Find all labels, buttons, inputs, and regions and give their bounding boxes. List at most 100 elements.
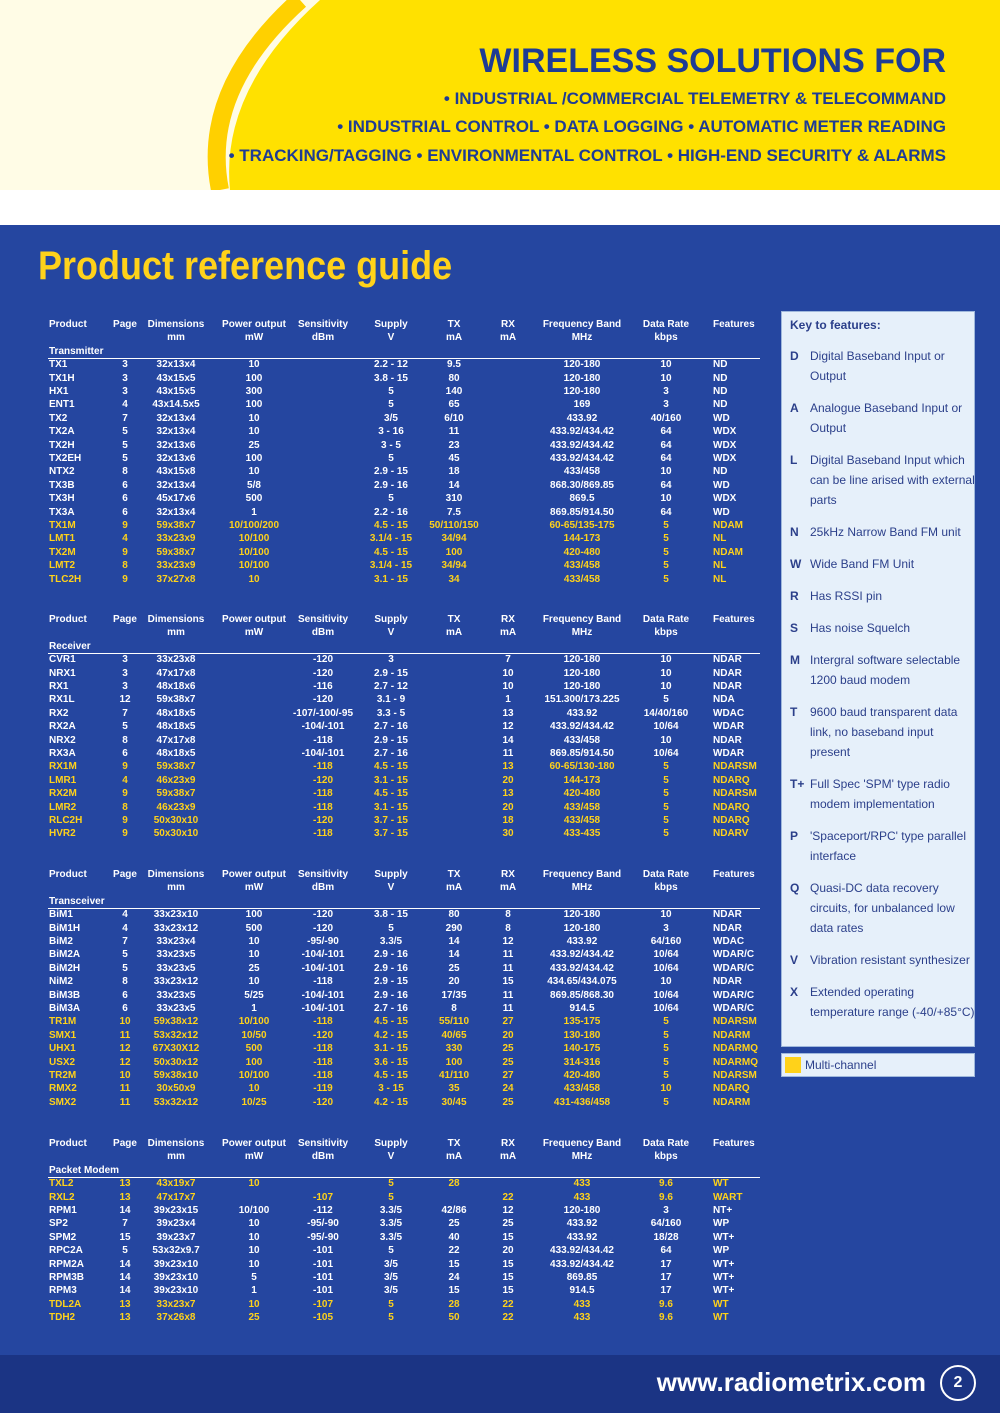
table-cell: NDARSM xyxy=(713,761,757,773)
table-cell: 2.2 - 16 xyxy=(374,506,408,518)
table-cell: 13 xyxy=(119,1298,131,1310)
table-cell: -118 xyxy=(313,734,333,746)
header-line: • INDUSTRIAL /COMMERCIAL TELEMETRY & TEL… xyxy=(443,89,946,108)
table-cell: 46x23x9 xyxy=(156,801,196,813)
column-header: Power output xyxy=(222,1138,286,1149)
key-code: D xyxy=(790,349,799,363)
table-cell: 33x23x4 xyxy=(156,936,196,947)
table-cell: 30 xyxy=(502,828,514,840)
table-cell: ND xyxy=(713,466,728,478)
table-cell: 15 xyxy=(502,1231,514,1243)
section-rule xyxy=(48,1177,760,1179)
table-cell: 869.5 xyxy=(569,493,595,505)
table-cell: -112 xyxy=(313,1205,333,1216)
table-cell: WDAR/C xyxy=(713,1003,755,1014)
column-unit: mW xyxy=(244,1151,264,1163)
table-cell: 3 xyxy=(663,399,669,411)
table-cell: 23 xyxy=(448,439,460,451)
table-cell: 1 xyxy=(505,694,511,706)
table-cell: 5 xyxy=(663,1029,669,1041)
table-cell: 14 xyxy=(119,1258,131,1270)
table-cell: 45x17x6 xyxy=(156,493,196,505)
table-cell: 433/458 xyxy=(563,734,601,746)
table-cell: -101 xyxy=(312,1245,333,1257)
table-cell: 3 xyxy=(122,372,128,384)
key-text: Has noise Squelch xyxy=(810,621,911,635)
column-header: TX xyxy=(447,614,461,625)
table-cell: 9 xyxy=(122,520,128,531)
table-cell: 37x27x8 xyxy=(156,573,196,585)
table-cell: WD xyxy=(713,479,730,491)
table-cell: RX3A xyxy=(49,748,76,759)
table-cell: 39x23x10 xyxy=(153,1258,199,1270)
table-cell: 13 xyxy=(502,788,514,800)
table-cell: 14 xyxy=(119,1272,131,1283)
table-cell: 10 xyxy=(660,493,672,505)
table-cell: 3 xyxy=(122,654,128,666)
table-cell: 35 xyxy=(448,1083,460,1095)
key-code: A xyxy=(790,401,799,415)
key-code: T xyxy=(790,705,798,719)
key-text: Has RSSI pin xyxy=(810,589,883,603)
table-cell: WDX xyxy=(713,453,737,464)
table-cell: 28 xyxy=(448,1178,460,1190)
column-unit: mA xyxy=(445,332,463,344)
table-cell: 290 xyxy=(445,922,463,934)
table-cell: 420-480 xyxy=(563,1070,601,1081)
table-cell: LMR1 xyxy=(49,774,77,786)
table-cell: -120 xyxy=(312,667,333,679)
table-cell: NRX1 xyxy=(49,667,76,679)
table-cell: WT xyxy=(713,1298,729,1310)
table-cell: 48x18x6 xyxy=(156,681,196,692)
table-cell: 433.92 xyxy=(566,1231,598,1243)
table-cell: ND xyxy=(713,359,728,371)
section-name: Transmitter xyxy=(49,345,104,357)
table-cell: 2.9 - 15 xyxy=(374,667,408,679)
table-cell: NDARM xyxy=(713,1029,751,1041)
key-code: T+ xyxy=(790,777,805,791)
table-cell: 27 xyxy=(502,1070,514,1081)
table-cell: 25 xyxy=(448,1218,460,1230)
table-cell: -120 xyxy=(312,654,333,666)
table-cell: NDARSM xyxy=(713,1016,757,1028)
table-cell: 14 xyxy=(448,479,460,491)
table-cell: WDAR/C xyxy=(713,949,755,961)
table-cell: 4.5 - 15 xyxy=(374,788,408,800)
table-cell: 5 xyxy=(388,1245,394,1257)
table-cell: 9 xyxy=(122,761,128,773)
table-cell: NDA xyxy=(713,694,735,706)
table-cell: 5 xyxy=(251,1272,257,1283)
table-cell: 10 xyxy=(660,734,672,746)
header-line: • INDUSTRIAL CONTROL • DATA LOGGING • AU… xyxy=(337,117,946,136)
table-cell: 914.5 xyxy=(569,1003,595,1014)
table-cell: 2.7 - 16 xyxy=(374,721,408,733)
table-cell: 25 xyxy=(248,1312,260,1324)
table-cell: 12 xyxy=(502,1205,514,1216)
table-cell: 10/64 xyxy=(653,949,679,961)
table-cell: 2.9 - 16 xyxy=(374,949,408,961)
column-unit: mm xyxy=(167,332,185,344)
table-cell: 55/110 xyxy=(438,1016,470,1028)
table-cell: -120 xyxy=(312,1029,333,1041)
table-cell: TX1H xyxy=(49,372,75,384)
column-header: Dimensions xyxy=(147,614,205,625)
table-cell: RX2A xyxy=(49,721,76,733)
column-unit: MHz xyxy=(571,627,593,639)
table-cell: RPM3B xyxy=(49,1272,85,1283)
table-cell: 3 xyxy=(122,386,128,397)
column-header: RX xyxy=(501,319,515,330)
header-title: WIRELESS SOLUTIONS FOR xyxy=(479,42,946,80)
table-cell: 433.92/434.42 xyxy=(550,721,614,733)
page-title: Product reference guide xyxy=(38,244,453,288)
table-cell: RX2 xyxy=(49,707,69,719)
table-cell: 1 xyxy=(251,1285,257,1297)
column-header: Product xyxy=(49,1138,87,1149)
table-cell: 500 xyxy=(245,493,263,505)
table-cell: 433/458 xyxy=(563,560,601,572)
table-cell: -101 xyxy=(312,1285,333,1297)
table-cell: 13 xyxy=(502,761,514,773)
table-cell: NDARQ xyxy=(713,1083,750,1095)
table-cell: 3.1 - 9 xyxy=(376,694,406,706)
footer-url[interactable]: www.radiometrix.com xyxy=(656,1367,926,1397)
